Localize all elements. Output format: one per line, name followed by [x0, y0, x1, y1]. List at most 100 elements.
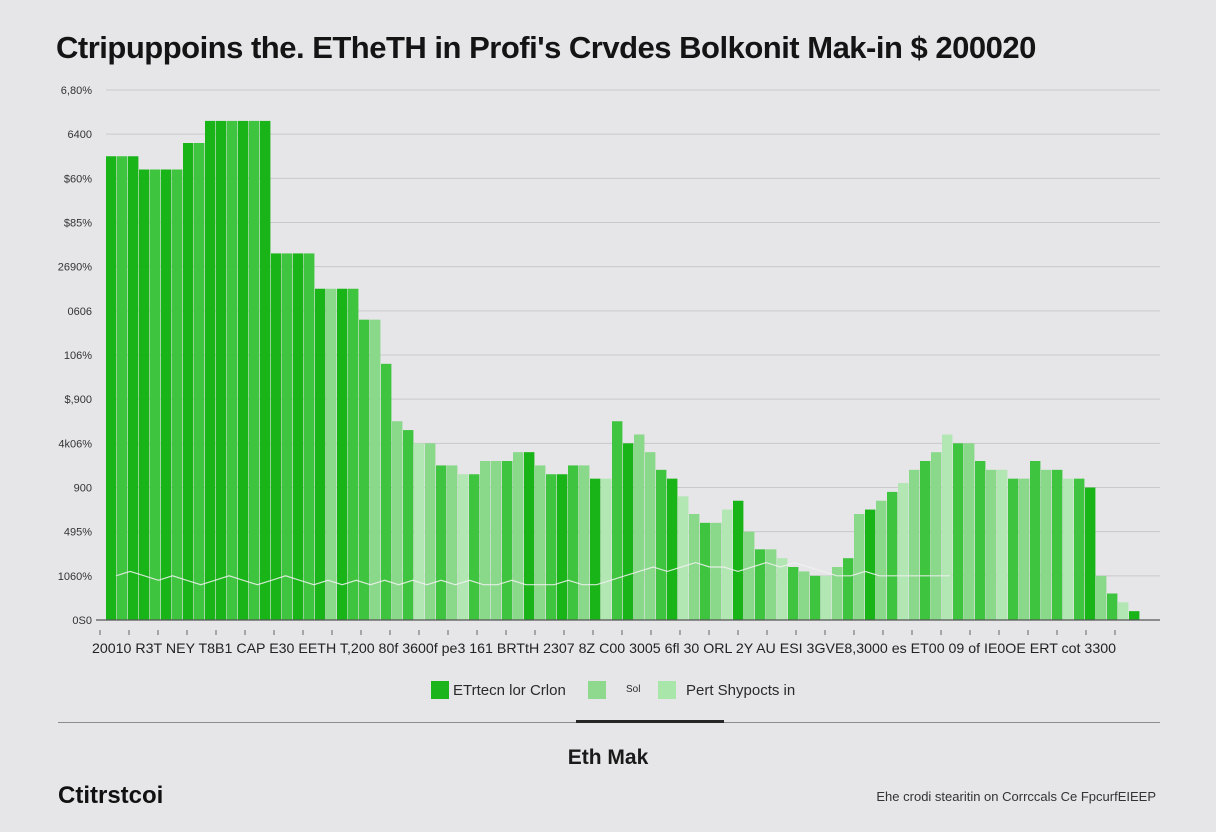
bar	[689, 514, 700, 620]
bar	[1063, 478, 1074, 620]
legend-label-2: Pert Shypocts in	[686, 682, 796, 699]
bar	[854, 514, 865, 620]
y-tick-label: 1060%	[58, 571, 92, 583]
legend-swatch-0	[431, 681, 449, 699]
bar	[810, 575, 821, 620]
bar	[381, 363, 392, 620]
bar	[414, 443, 425, 620]
bar	[667, 478, 678, 620]
bar	[227, 120, 238, 621]
bar	[678, 496, 689, 620]
legend-label-1: Sol	[626, 684, 641, 695]
bar	[183, 143, 194, 620]
bar	[194, 143, 205, 620]
bar	[1096, 575, 1107, 620]
bar	[997, 469, 1008, 620]
bar	[161, 169, 172, 620]
bar	[975, 461, 986, 620]
bar	[887, 491, 898, 620]
bar	[1074, 478, 1085, 620]
bar	[612, 421, 623, 620]
y-tick-label: $60%	[64, 173, 92, 185]
bar	[832, 567, 843, 620]
bar	[942, 434, 953, 620]
bar	[843, 558, 854, 620]
y-tick-label: 6400	[68, 129, 92, 141]
bar	[876, 500, 887, 620]
y-tick-label: $,900	[64, 394, 92, 406]
divider-accent	[576, 720, 724, 723]
bar	[205, 120, 216, 621]
bar	[1019, 478, 1030, 620]
y-tick-label: 2690%	[58, 262, 92, 274]
bar	[766, 549, 777, 620]
bar	[931, 452, 942, 620]
bar-chart: 0S0 1060% 495% 900 4k06% $,900 106% 0606 2690% $8…	[58, 85, 1160, 656]
x-tick-labels: 20010 R3T NEY T8B1 CAP E30 EETH T,200 80…	[92, 640, 1116, 656]
bar	[359, 319, 370, 620]
bar	[568, 465, 579, 620]
bar	[634, 434, 645, 620]
bar	[447, 465, 458, 620]
axes	[96, 619, 1160, 635]
chart-legend: ETrtecn lor Crlon Sol Pert Shypocts in	[0, 680, 1216, 704]
bar	[821, 575, 832, 620]
bar	[1041, 469, 1052, 620]
bar	[326, 288, 337, 620]
y-tick-label: 106%	[64, 350, 92, 362]
bar	[425, 443, 436, 620]
line-overlay	[115, 561, 950, 586]
bar	[128, 156, 139, 620]
y-tick-label: 900	[74, 483, 92, 495]
bar	[315, 288, 326, 620]
bar	[337, 288, 348, 620]
bar	[909, 469, 920, 620]
bar	[1030, 461, 1041, 620]
y-tick-label: 6,80%	[61, 85, 92, 97]
bar	[601, 478, 612, 620]
bar	[964, 443, 975, 620]
bar	[172, 169, 183, 620]
bar	[986, 469, 997, 620]
bar	[469, 474, 480, 620]
bar	[788, 567, 799, 620]
bar	[722, 509, 733, 620]
bar	[623, 443, 634, 620]
y-tick-label: 0606	[68, 306, 92, 318]
bar	[1008, 478, 1019, 620]
y-tick-label: 495%	[64, 527, 92, 539]
bar	[117, 156, 128, 620]
bar	[139, 169, 150, 620]
legend-swatch-1	[588, 681, 606, 699]
bar	[755, 549, 766, 620]
bar	[238, 120, 249, 621]
bar	[557, 474, 568, 620]
bar	[656, 469, 667, 620]
overlay-line	[115, 561, 950, 586]
bar	[1085, 487, 1096, 620]
legend-swatch-2	[658, 681, 676, 699]
chart-title: Ctripuppoins the. ETheTH in Profi's Crvd…	[56, 30, 1036, 65]
bar	[502, 461, 513, 620]
subtitle: Eth Mak	[567, 746, 649, 769]
bar	[1118, 602, 1129, 620]
bar	[953, 443, 964, 620]
bar	[513, 452, 524, 620]
bar	[260, 120, 271, 621]
bar	[524, 452, 535, 620]
bar	[546, 474, 557, 620]
bar	[293, 253, 304, 621]
bar	[711, 522, 722, 620]
bar	[1107, 593, 1118, 620]
bar	[700, 522, 711, 620]
bar	[491, 461, 502, 620]
bar	[458, 474, 469, 620]
bar	[799, 571, 810, 620]
bar	[744, 531, 755, 620]
bar	[216, 120, 227, 621]
brand-logo-text: Ctitrstcoi	[58, 782, 164, 809]
y-tick-label: 0S0	[72, 615, 92, 627]
y-tick-label: $85%	[64, 218, 92, 230]
bar	[271, 253, 282, 621]
bar	[370, 319, 381, 620]
